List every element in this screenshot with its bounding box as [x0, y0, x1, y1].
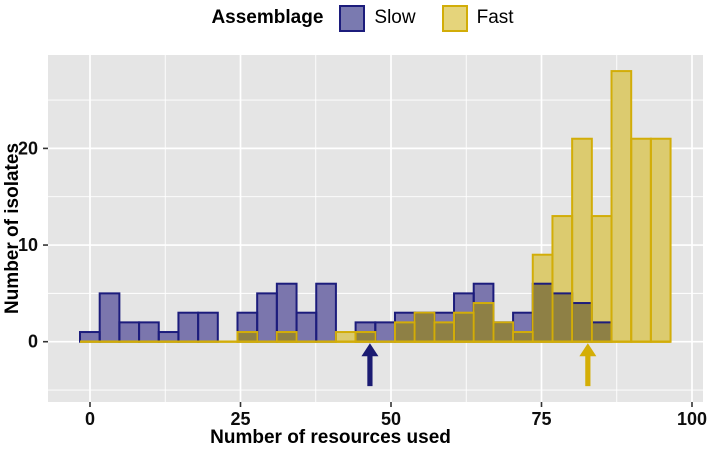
mean-arrow-slow	[361, 343, 379, 387]
bar-slow-fill	[158, 332, 179, 342]
bar-slow-fill	[296, 312, 317, 342]
bar-overlap-fill	[552, 293, 573, 342]
bar-fast-fill	[572, 138, 592, 304]
x-tick-label: 100	[677, 409, 707, 429]
bar-overlap-fill	[473, 303, 494, 342]
bar-slow-fill	[178, 312, 199, 342]
bar-slow-fill	[276, 283, 297, 333]
legend-label-fast: Fast	[476, 7, 514, 28]
bar-overlap-fill	[591, 322, 612, 342]
bar-fast-fill	[650, 138, 671, 342]
bar-slow-fill	[434, 312, 455, 323]
bar-overlap-fill	[493, 322, 514, 342]
bar-slow-fill	[316, 283, 336, 342]
bar-slow-fill	[257, 293, 277, 342]
bar-fast-fill	[532, 254, 553, 284]
bar-fast-fill	[335, 332, 356, 342]
legend-label-slow: Slow	[374, 7, 416, 28]
bar-slow-fill	[454, 293, 474, 313]
x-tick-label: 0	[85, 409, 95, 429]
legend: Assemblage Slow Fast	[48, 0, 703, 36]
bar-overlap-fill	[434, 322, 455, 342]
y-axis-title: Number of isolates	[2, 143, 23, 314]
bar-fast-fill	[611, 71, 632, 342]
y-tick-label: 10	[18, 235, 38, 255]
y-tick-label: 20	[18, 138, 38, 158]
bar-slow-fill	[513, 312, 533, 333]
bar-overlap-fill	[572, 303, 592, 342]
bar-slow-fill	[355, 322, 376, 333]
x-tick-label: 50	[381, 409, 401, 429]
bar-fast-fill	[552, 216, 573, 294]
bar-slow-fill	[394, 312, 415, 323]
bar-overlap-fill	[237, 332, 258, 342]
x-axis-title: Number of resources used	[210, 427, 451, 448]
bar-overlap-fill	[532, 283, 553, 342]
bar-overlap-fill	[276, 332, 297, 342]
bar-overlap-fill	[394, 322, 415, 342]
bar-fast-fill	[591, 216, 612, 323]
bar-overlap-fill	[454, 312, 474, 342]
bar-slow-fill	[198, 312, 218, 342]
legend-key-fast-swatch	[441, 4, 468, 32]
x-tick-label: 25	[230, 409, 250, 429]
legend-key-slow-swatch	[339, 4, 366, 32]
bar-slow-fill	[237, 312, 258, 333]
bar-overlap-fill	[355, 332, 376, 342]
bar-slow-fill	[99, 293, 120, 342]
bar-overlap-fill	[513, 332, 533, 342]
y-tick-label: 0	[28, 332, 38, 352]
x-tick-label: 75	[531, 409, 551, 429]
bar-fast-fill	[631, 138, 651, 342]
bar-slow-fill	[80, 332, 100, 342]
bar-slow-fill	[119, 322, 140, 342]
legend-title: Assemblage	[211, 7, 324, 28]
bar-slow-fill	[473, 283, 494, 304]
bar-slow-fill	[375, 322, 395, 342]
bar-slow-fill	[139, 322, 159, 342]
mean-arrow-fast	[579, 343, 597, 387]
bar-overlap-fill	[414, 312, 435, 342]
